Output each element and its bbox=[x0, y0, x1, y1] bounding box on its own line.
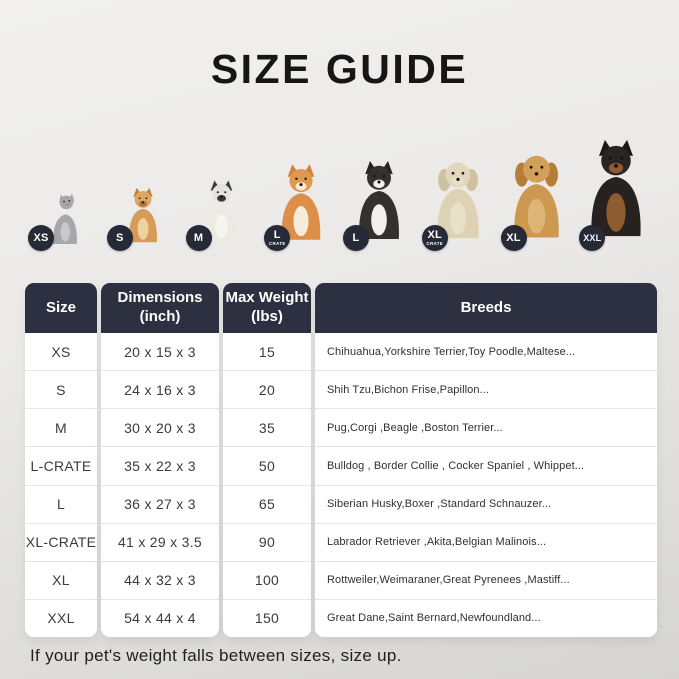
cell-size-xl-crate: XL-CRATE bbox=[25, 522, 97, 561]
gray-cat-image: XS bbox=[25, 118, 104, 253]
cell-dimensions-xs: 20 x 15 x 3 bbox=[101, 333, 219, 371]
cell-max_weight-xs: 15 bbox=[223, 333, 311, 371]
size-badge-sublabel: CRATE bbox=[426, 240, 444, 246]
cell-max_weight-m: 35 bbox=[223, 408, 311, 447]
size-badge-xs: XS bbox=[28, 225, 54, 251]
table-column-max_weight: Max Weight (lbs) 15 20 35 50 65 90 100 150 bbox=[223, 283, 311, 637]
cell-breeds-xl: Rottweiler,Weimaraner,Great Pyrenees ,Ma… bbox=[315, 560, 657, 599]
cell-max_weight-s: 20 bbox=[223, 370, 311, 409]
cell-breeds-xxl: Great Dane,Saint Bernard,Newfoundland... bbox=[315, 598, 657, 637]
cell-max_weight-l-crate: 50 bbox=[223, 446, 311, 485]
column-header-breeds: Breeds bbox=[315, 283, 657, 333]
cell-breeds-m: Pug,Corgi ,Beagle ,Boston Terrier... bbox=[315, 408, 657, 447]
cell-size-l: L bbox=[25, 484, 97, 523]
size-badge-xxl: XXL bbox=[579, 225, 606, 251]
size-badge-label: M bbox=[193, 231, 204, 244]
cell-dimensions-xl-crate: 41 x 29 x 3.5 bbox=[101, 522, 219, 561]
size-badge-xl-crate: XL CRATE bbox=[421, 225, 448, 251]
cell-dimensions-xxl: 54 x 44 x 4 bbox=[101, 598, 219, 637]
border-collie-image: L bbox=[340, 118, 419, 253]
cell-dimensions-m: 30 x 20 x 3 bbox=[101, 408, 219, 447]
size-badge-label: XL bbox=[427, 228, 442, 241]
size-badge-s: S bbox=[106, 225, 133, 251]
size-badge-label: XL bbox=[506, 231, 521, 244]
shiba-inu-image: L CRATE bbox=[261, 118, 340, 253]
size-badge-label: XS bbox=[33, 231, 49, 244]
column-header-size: Size bbox=[25, 283, 97, 333]
table-column-dimensions: Dimensions (inch) 20 x 15 x 3 24 x 16 x 3 30… bbox=[101, 283, 219, 637]
cell-size-xl: XL bbox=[25, 560, 97, 599]
size-badge-label: XXL bbox=[583, 232, 602, 243]
cell-dimensions-l-crate: 35 x 22 x 3 bbox=[101, 446, 219, 485]
cell-size-m: M bbox=[25, 408, 97, 447]
size-badge-label: S bbox=[115, 231, 124, 244]
doberman-image: XXL bbox=[576, 118, 655, 253]
pets-row: XS S M L CRATE bbox=[25, 118, 655, 253]
size-badge-sublabel: CRATE bbox=[268, 240, 286, 246]
cell-size-s: S bbox=[25, 370, 97, 409]
size-badge-m: M bbox=[185, 225, 212, 251]
cell-breeds-l-crate: Bulldog , Border Collie , Cocker Spaniel… bbox=[315, 446, 657, 485]
cell-max_weight-xl: 100 bbox=[223, 560, 311, 599]
cell-size-xxl: XXL bbox=[25, 598, 97, 637]
footnote: If your pet's weight falls between sizes… bbox=[30, 646, 402, 665]
column-header-dimensions: Dimensions (inch) bbox=[101, 283, 219, 333]
cell-dimensions-l: 36 x 27 x 3 bbox=[101, 484, 219, 523]
cell-breeds-xl-crate: Labrador Retriever ,Akita,Belgian Malino… bbox=[315, 522, 657, 561]
cell-max_weight-xl-crate: 90 bbox=[223, 522, 311, 561]
cell-size-xs: XS bbox=[25, 333, 97, 371]
french-bulldog-image: M bbox=[183, 118, 262, 253]
cell-max_weight-xxl: 150 bbox=[223, 598, 311, 637]
labrador-retriever-image: XL CRATE bbox=[419, 118, 498, 253]
size-badge-l: L bbox=[343, 225, 369, 251]
table-column-size: Size XS S M L-CRATE L XL-CRATE XL XXL bbox=[25, 283, 97, 637]
cell-breeds-l: Siberian Husky,Boxer ,Standard Schnauzer… bbox=[315, 484, 657, 523]
page-title: SIZE GUIDE bbox=[210, 46, 469, 92]
size-table: Size XS S M L-CRATE L XL-CRATE XL XXL Dimensions(… bbox=[25, 283, 657, 637]
cell-dimensions-xl: 44 x 32 x 3 bbox=[101, 560, 219, 599]
size-badge-label: L bbox=[352, 231, 360, 244]
cell-dimensions-s: 24 x 16 x 3 bbox=[101, 370, 219, 409]
table-column-breeds: Breeds Chihuahua,Yorkshire Terrier,Toy Po… bbox=[315, 283, 657, 637]
cell-breeds-xs: Chihuahua,Yorkshire Terrier,Toy Poodle,M… bbox=[315, 333, 657, 371]
size-badge-xl: XL bbox=[500, 225, 527, 251]
column-header-max_weight: Max Weight (lbs) bbox=[223, 283, 311, 333]
size-badge-l-crate: L CRATE bbox=[264, 225, 291, 251]
pomeranian-image: S bbox=[104, 118, 183, 253]
size-badge-label: L bbox=[273, 228, 281, 241]
cell-max_weight-l: 65 bbox=[223, 484, 311, 523]
cell-breeds-s: Shih Tzu,Bichon Frise,Papillon... bbox=[315, 370, 657, 409]
cell-size-l-crate: L-CRATE bbox=[25, 446, 97, 485]
golden-retriever-image: XL bbox=[498, 118, 577, 253]
